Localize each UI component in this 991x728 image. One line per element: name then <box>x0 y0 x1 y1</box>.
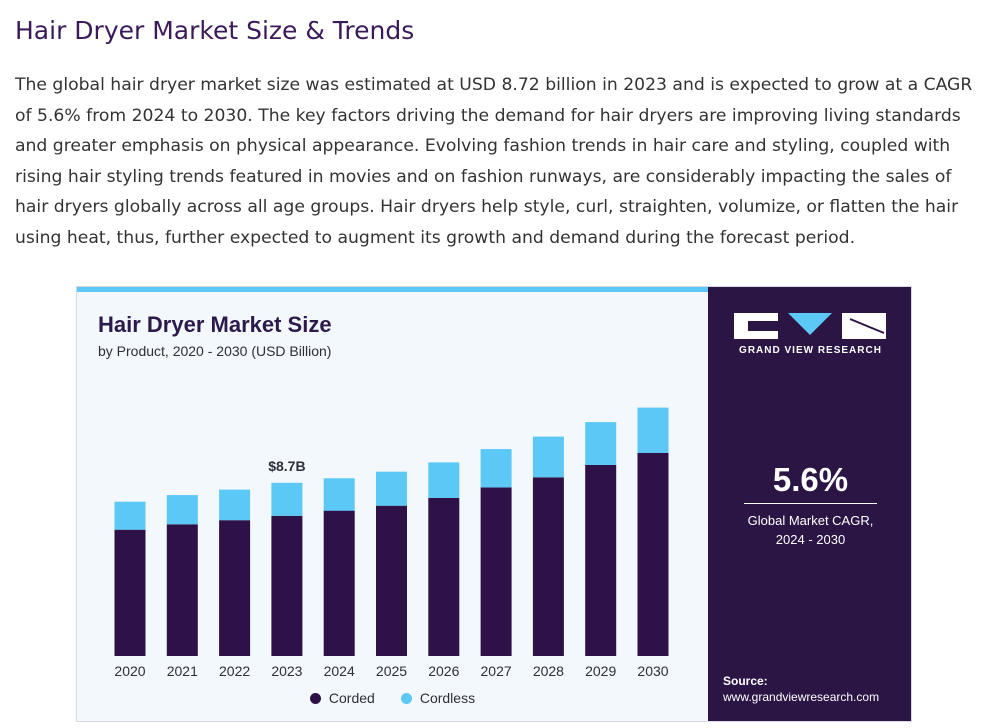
chart-subtitle: by Product, 2020 - 2030 (USD Billion) <box>98 343 332 359</box>
legend-item-cordless: Cordless <box>400 690 476 706</box>
chart-area: Hair Dryer Market Size by Product, 2020 … <box>77 287 708 721</box>
side-panel: GRAND VIEW RESEARCH 5.6% Global Market C… <box>708 287 911 721</box>
chart-card: Hair Dryer Market Size by Product, 2020 … <box>76 286 912 722</box>
bar-corded-2024 <box>323 510 355 656</box>
intro-paragraph: The global hair dryer market size was es… <box>15 75 973 248</box>
brand-name: GRAND VIEW RESEARCH <box>739 345 882 356</box>
x-tick-label-2029: 2029 <box>585 663 616 679</box>
bar-corded-2026 <box>428 497 460 656</box>
x-tick-label-2027: 2027 <box>481 663 512 679</box>
data-label-2023: $8.7B <box>268 458 305 474</box>
bar-cordless-2024 <box>323 478 355 511</box>
cagr-label-line1: Global Market CAGR, <box>747 513 874 528</box>
legend-swatch-corded <box>309 692 321 704</box>
source-label: Source: <box>723 674 768 688</box>
x-tick-label-2020: 2020 <box>114 663 145 679</box>
bar-corded-2020 <box>114 529 146 656</box>
bar-corded-2023 <box>271 515 303 656</box>
x-tick-label-2030: 2030 <box>637 663 668 679</box>
bar-corded-2030 <box>637 452 669 656</box>
x-tick-label-2026: 2026 <box>428 663 459 679</box>
bar-cordless-2027 <box>480 449 512 488</box>
x-tick-label-2023: 2023 <box>271 663 302 679</box>
bar-chart: 2020 2021 2022 2023 $8.7B 2024 2025 2026 2027 202… <box>114 407 669 679</box>
legend-label-cordless: Cordless <box>419 690 476 706</box>
bar-cordless-2025 <box>376 471 407 506</box>
bar-corded-2021 <box>166 524 198 656</box>
cagr-value: 5.6% <box>772 461 849 498</box>
bar-cordless-2026 <box>428 462 460 498</box>
source-url[interactable]: www.grandviewresearch.com <box>723 690 880 704</box>
legend-label-corded: Corded <box>328 690 375 706</box>
legend-item-corded: Corded <box>309 690 375 706</box>
bar-cordless-2020 <box>114 501 146 530</box>
chart-title: Hair Dryer Market Size <box>98 312 332 337</box>
bar-corded-2029 <box>585 465 617 656</box>
bar-cordless-2030 <box>637 407 669 453</box>
x-tick-label-2025: 2025 <box>376 663 407 679</box>
x-tick-label-2021: 2021 <box>167 663 198 679</box>
bar-corded-2027 <box>480 487 512 656</box>
bar-cordless-2023 <box>271 482 303 516</box>
page-heading: Hair Dryer Market Size & Trends <box>15 16 415 45</box>
cagr-label: Global Market CAGR, 2024 - 2030 <box>708 511 911 549</box>
grand-view-research-logo <box>734 313 886 339</box>
bar-corded-2022 <box>219 520 251 656</box>
bar-corded-2025 <box>376 505 407 656</box>
bar-cordless-2021 <box>166 495 198 525</box>
cagr-label-line2: 2024 - 2030 <box>775 532 846 547</box>
legend-swatch-cordless <box>400 692 412 704</box>
cagr-divider <box>744 503 877 504</box>
bar-cordless-2028 <box>532 436 564 478</box>
x-tick-label-2028: 2028 <box>533 663 564 679</box>
x-tick-label-2024: 2024 <box>324 663 355 679</box>
bar-cordless-2029 <box>585 422 617 465</box>
bar-corded-2028 <box>532 477 564 656</box>
bar-cordless-2022 <box>219 489 251 521</box>
x-tick-label-2022: 2022 <box>219 663 250 679</box>
chart-legend: Corded Cordless <box>77 690 708 706</box>
